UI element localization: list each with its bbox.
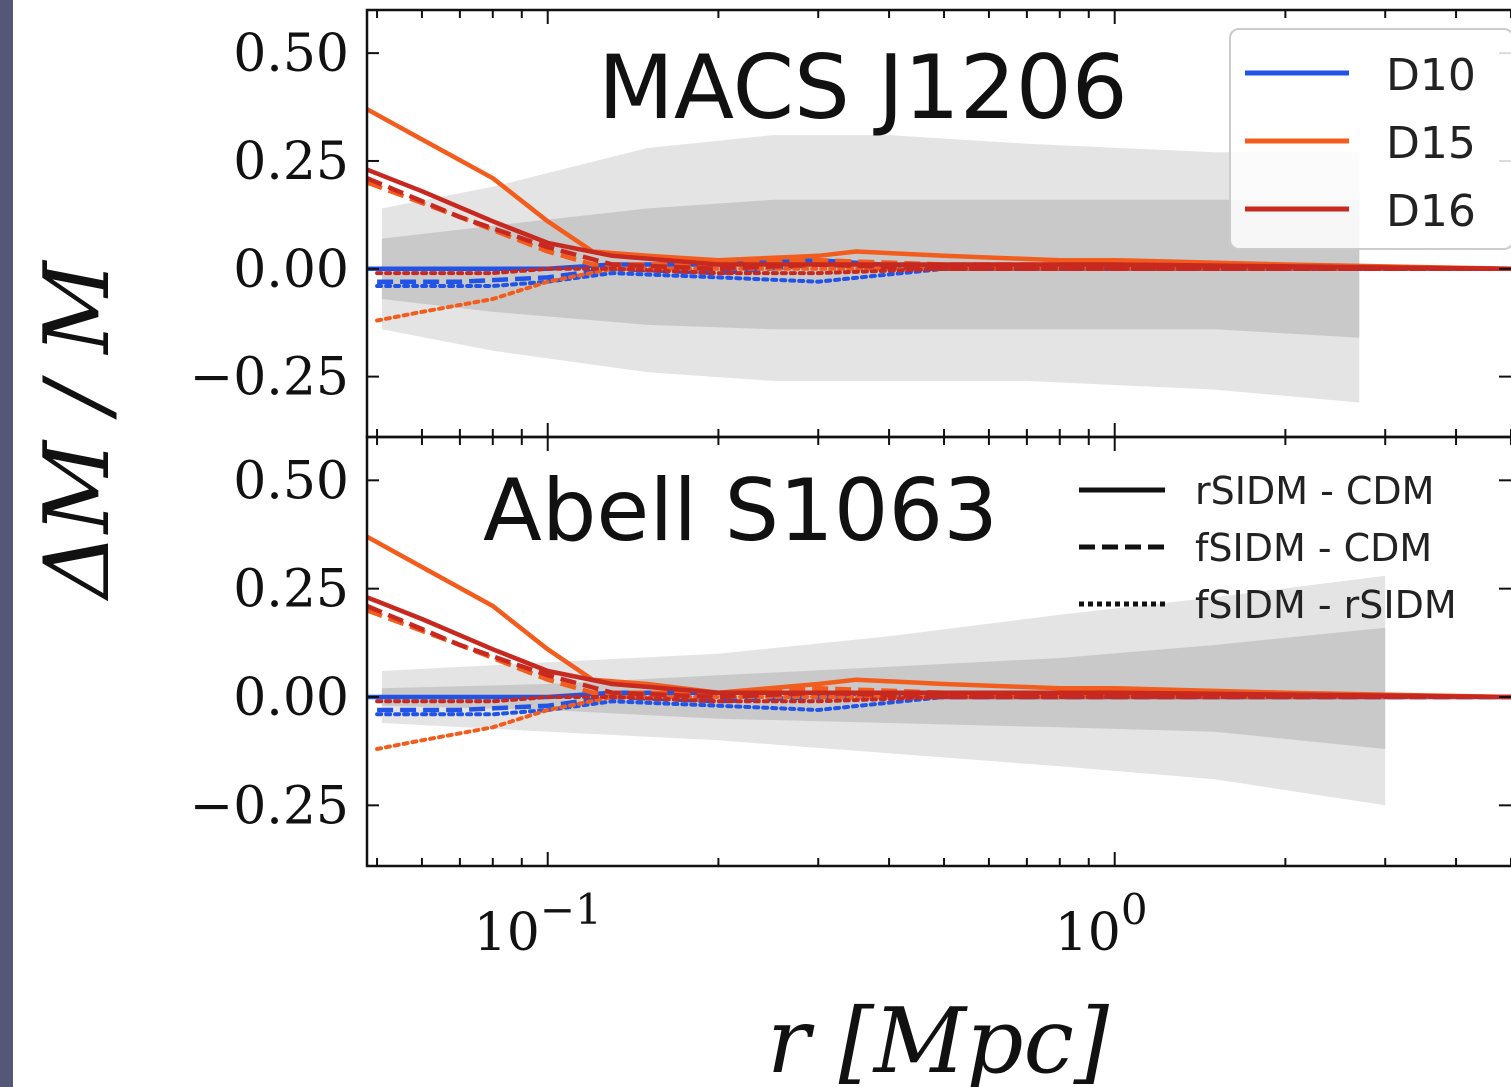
series-d16-dotted: [375, 695, 1511, 704]
legend-label-d15: D15: [1386, 118, 1476, 169]
chart-svg: 0.50 0.25 0.00 −0.25 MACS J1206 0.50 0.25 0.00 −…: [25, 8, 1511, 1087]
style-legend-label: fSIDM - rSIDM: [1195, 583, 1457, 627]
legend-box: [1229, 28, 1511, 250]
x-tick-base: 10: [1055, 903, 1121, 963]
y-tick-label: 0.50: [233, 451, 349, 511]
x-tick-exponent: 0: [1121, 885, 1148, 934]
model-legend: D10 D15 D16: [1229, 28, 1511, 250]
x-tick-base: 10: [474, 903, 540, 963]
series-d16-solid: [367, 595, 1511, 700]
panel-content: [367, 534, 1511, 806]
panel-1: 0.50 0.25 0.00 −0.25 MACS J1206: [190, 8, 1511, 439]
y-tick-label: −0.25: [190, 776, 349, 836]
style-legend-label: fSIDM - CDM: [1195, 526, 1432, 570]
series-d16-dotted: [375, 266, 1511, 276]
y-tick-label: −0.25: [190, 348, 349, 408]
panel-frame: [365, 435, 1511, 868]
series-d16-solid: [367, 167, 1511, 272]
x-tick-exponent: −1: [540, 885, 602, 934]
y-tick-label: 0.25: [233, 560, 349, 620]
style-legend-label: rSIDM - CDM: [1195, 469, 1434, 513]
panel-title: MACS J1206: [598, 36, 1128, 139]
legend-label-d10: D10: [1386, 50, 1476, 101]
panel-2: 0.50 0.25 0.00 −0.25 Abell S1063: [190, 435, 1511, 868]
figure: 0.50 0.25 0.00 −0.25 MACS J1206 0.50 0.25 0.00 −…: [13, 0, 1511, 1087]
y-axis-title: ΔM / M: [25, 260, 130, 602]
y-tick-label: 0.50: [233, 24, 349, 84]
y-tick-label: 0.00: [233, 668, 349, 728]
panel-title: Abell S1063: [483, 461, 998, 561]
y-tick-label: 0.00: [233, 240, 349, 300]
legend-label-d16: D16: [1386, 186, 1476, 237]
y-tick-label: 0.25: [233, 132, 349, 192]
series-d15-solid: [367, 107, 1511, 272]
x-tick-label: 100: [1055, 885, 1148, 963]
x-tick-label: 10−1: [474, 885, 602, 963]
style-legend: rSIDM - CDM fSIDM - CDM fSIDM - rSIDM: [1079, 469, 1457, 627]
panel-content: [367, 107, 1511, 403]
x-axis-title: r [Mpc]: [767, 989, 1110, 1087]
